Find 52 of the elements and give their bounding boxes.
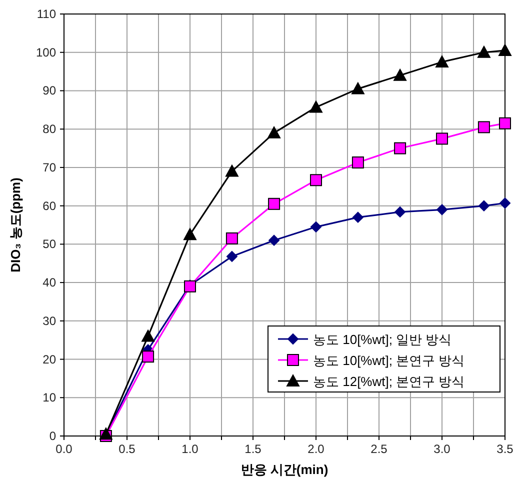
point [226,250,238,262]
x-tick-label: 3.5 [496,442,514,456]
y-tick-label: 90 [42,84,56,98]
point [498,44,512,56]
point [225,164,238,177]
point [477,46,490,58]
point [394,206,406,218]
x-tick-label: 1.0 [182,442,199,456]
point [268,198,280,210]
point [268,126,281,138]
point [436,132,448,145]
point [499,117,511,130]
y-tick-label: 80 [42,122,56,136]
point [268,234,280,246]
point [310,100,322,113]
point [352,156,364,168]
y-tick-label: 50 [42,237,56,252]
y-tick-label: 40 [42,276,56,290]
point [394,142,406,154]
y-tick-label: 30 [42,314,56,328]
point [394,68,407,81]
y-tick-label: 100 [36,45,56,60]
x-axis-title: 반응 시간(min) [240,462,328,477]
x-tick-label: 2.0 [308,442,325,456]
legend-label: 농도 10[%wt]; 본연구 방식 [313,353,465,368]
point [436,204,448,216]
point [142,330,155,342]
x-tick-label: 1.5 [244,442,262,456]
x-tick-label: 3.0 [434,442,451,456]
point [142,350,154,363]
y-axis-title: DIO₃ 농도(ppm) [8,178,23,272]
point [351,82,364,94]
y-tick-label: 70 [42,160,56,174]
y-tick-label: 0 [49,429,56,443]
x-tick-label: 2.5 [370,442,388,456]
x-tick-label: 0.0 [56,442,73,456]
point [500,198,510,209]
point [352,212,364,223]
point [478,121,490,134]
point [310,221,322,232]
y-tick-label: 110 [36,7,56,21]
y-tick-label: 20 [42,352,56,366]
point [184,228,196,240]
point [310,174,322,186]
point [226,232,238,244]
y-tick-label: 60 [42,198,56,213]
x-tick-label: 0.5 [118,442,136,456]
point [436,55,448,68]
legend-label: 농도 12[%wt]; 본연구 방식 [313,374,465,389]
legend-label: 농도 10[%wt]; 일반 방식 [313,332,452,347]
point [478,200,490,212]
y-tick-label: 10 [42,390,56,405]
